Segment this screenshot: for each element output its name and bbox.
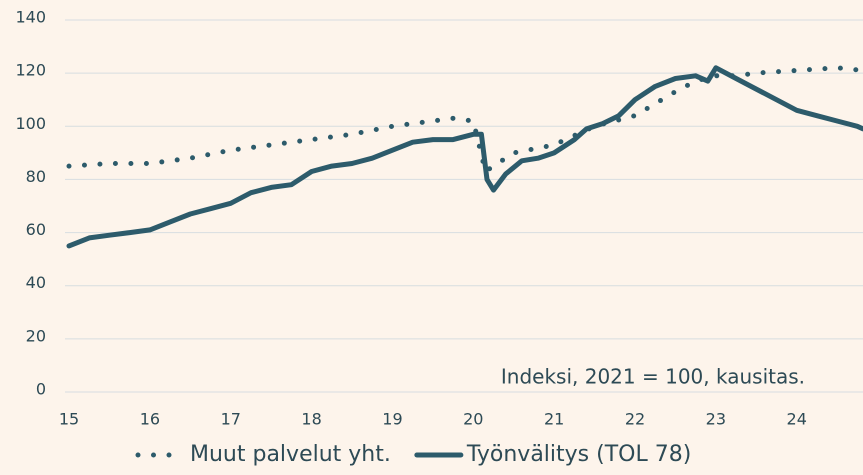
x-tick-label: 16	[140, 410, 160, 429]
x-tick-label: 18	[301, 410, 321, 429]
y-tick-label: 0	[36, 380, 46, 399]
plot-area	[66, 65, 863, 249]
y-tick-label: 20	[26, 326, 46, 345]
x-tick-label: 19	[382, 410, 402, 429]
x-tick-label: 24	[787, 410, 807, 429]
legend-label: Työnvälitys (TOL 78)	[466, 442, 691, 467]
legend-label: Muut palvelut yht.	[190, 442, 391, 467]
y-tick-label: 100	[15, 114, 46, 133]
y-tick-label: 80	[26, 167, 46, 186]
y-tick-label: 40	[26, 273, 46, 292]
y-tick-label: 60	[26, 220, 46, 239]
y-tick-label: 140	[15, 8, 46, 27]
x-tick-label: 20	[463, 410, 483, 429]
annotation: Indeksi, 2021 = 100, kausitas.	[501, 365, 805, 389]
series-line	[66, 65, 863, 249]
x-tick-label: 15	[59, 410, 79, 429]
x-tick-label: 21	[544, 410, 564, 429]
x-tick-label: 22	[625, 410, 645, 429]
x-tick-label: 17	[221, 410, 241, 429]
x-tick-label: 23	[706, 410, 726, 429]
y-tick-label: 120	[15, 61, 46, 80]
